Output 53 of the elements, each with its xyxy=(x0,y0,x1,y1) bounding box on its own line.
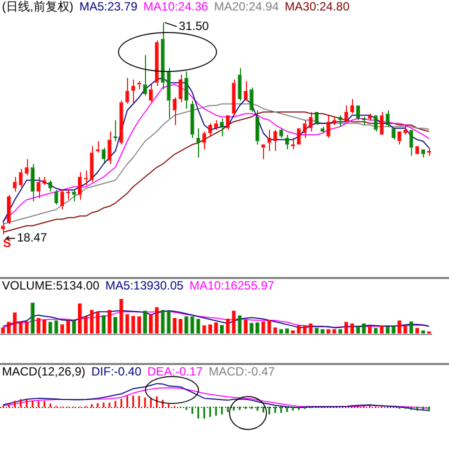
candlestick xyxy=(332,116,336,126)
text: S xyxy=(2,236,12,250)
series-label: MA5:13930.05 xyxy=(105,278,184,292)
candlestick xyxy=(279,128,284,138)
candlestick xyxy=(6,194,11,225)
candlestick xyxy=(72,190,76,202)
candlestick xyxy=(244,80,248,102)
candlestick xyxy=(24,158,29,176)
candlestick xyxy=(226,115,230,130)
candlestick xyxy=(386,110,390,128)
candlestick xyxy=(398,131,402,145)
candlestick xyxy=(48,180,52,192)
candlestick xyxy=(261,144,266,160)
candlestick xyxy=(83,170,88,186)
candlestick xyxy=(36,176,40,199)
text: MA30:24.80 xyxy=(284,0,350,14)
candlestick xyxy=(285,134,289,150)
candlestick xyxy=(256,110,260,145)
candlestick xyxy=(178,74,182,103)
annotation: 18.47 xyxy=(17,230,48,245)
annotation: 31.50 xyxy=(178,18,210,33)
candlestick xyxy=(78,172,82,200)
candlestick xyxy=(30,164,35,202)
series-label: MA10:16255.97 xyxy=(189,278,275,292)
text: MA20:24.94 xyxy=(214,0,280,14)
text: MACD:-0.47 xyxy=(208,364,276,378)
candlestick xyxy=(320,126,324,134)
candlestick xyxy=(119,100,124,145)
series-label: DEA:-0.17 xyxy=(147,364,204,378)
candlestick xyxy=(368,113,372,121)
candlestick xyxy=(154,40,159,86)
candlestick xyxy=(208,122,212,137)
chart-title: MACD(12,26,9) xyxy=(2,364,86,378)
candlestick xyxy=(220,118,224,137)
text: MA10:24.36 xyxy=(143,0,208,14)
candlestick xyxy=(184,70,188,110)
chart-title: VOLUME:5134.00 xyxy=(2,278,100,292)
candlestick xyxy=(12,176,17,192)
candlestick xyxy=(326,114,330,138)
chart-title: (日线,前复权) xyxy=(2,0,74,14)
series-label: DIF:-0.40 xyxy=(91,364,142,378)
candlestick xyxy=(214,120,218,130)
candlestick xyxy=(143,54,147,96)
candlestick xyxy=(172,96,177,126)
candlestick xyxy=(250,87,254,112)
text: MA5:23.79 xyxy=(79,0,138,14)
candlestick xyxy=(421,149,426,158)
candlestick xyxy=(149,84,153,103)
candlestick xyxy=(350,98,354,114)
candlestick xyxy=(102,147,106,163)
candlestick xyxy=(108,130,112,165)
candlestick xyxy=(190,100,194,138)
candlestick xyxy=(60,190,64,210)
